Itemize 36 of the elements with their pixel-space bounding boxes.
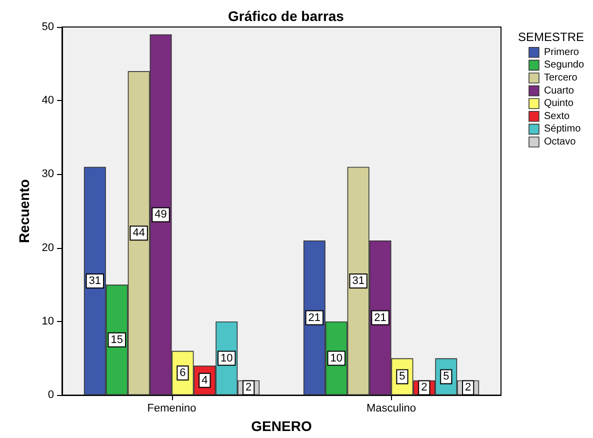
data-label: 5 <box>399 370 406 383</box>
x-tick-label: Femenino <box>147 402 196 415</box>
data-label: 10 <box>330 352 342 364</box>
data-label: 44 <box>132 227 145 240</box>
x-axis-title: GENERO <box>251 418 312 434</box>
data-label: 49 <box>154 208 167 221</box>
data-label: 2 <box>246 382 252 394</box>
legend-label: Tercero <box>544 72 578 84</box>
legend-label: Primero <box>544 46 580 58</box>
data-label: 2 <box>465 382 472 394</box>
y-tick-label: 50 <box>42 21 54 33</box>
data-label: 31 <box>88 274 102 287</box>
legend-title: SEMESTRE <box>518 30 584 44</box>
data-label: 2 <box>421 382 428 394</box>
legend-label: Séptimo <box>544 124 582 135</box>
data-label: 21 <box>308 312 321 324</box>
y-tick-label: 0 <box>48 389 54 402</box>
data-label: 31 <box>352 274 364 287</box>
y-tick-label: 10 <box>42 315 54 328</box>
x-tick-label: Masculino <box>366 402 416 415</box>
data-label: 15 <box>110 334 123 346</box>
legend-label: Quinto <box>544 98 574 110</box>
data-label: 10 <box>220 352 233 364</box>
data-label: 21 <box>374 312 386 324</box>
legend-label: Segundo <box>544 60 584 71</box>
data-label: 4 <box>202 374 208 386</box>
legend-label: Sexto <box>544 110 570 122</box>
legend-label: Cuarto <box>544 85 574 96</box>
data-label: 6 <box>180 367 186 380</box>
y-tick-label: 40 <box>42 94 54 107</box>
legend-label: Octavo <box>544 136 576 148</box>
y-tick-label: 30 <box>42 168 54 180</box>
chart-title: Gráfico de barras <box>228 8 344 24</box>
data-label: 5 <box>443 370 450 383</box>
y-tick-label: 20 <box>42 242 54 254</box>
y-axis-title: Recuento <box>16 179 32 243</box>
